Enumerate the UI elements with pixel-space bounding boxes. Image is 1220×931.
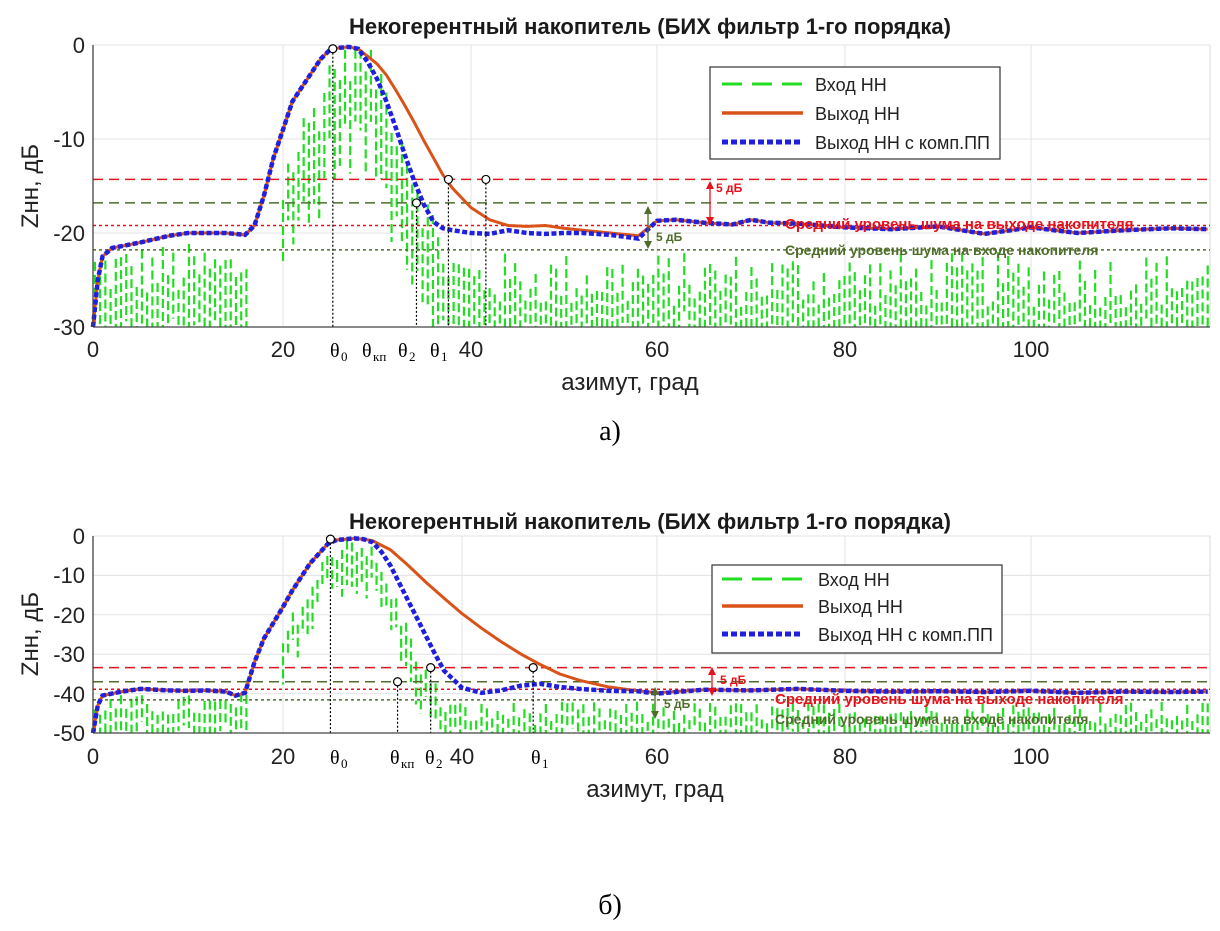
x-tick-label: 0 bbox=[87, 744, 99, 769]
input-noise-series bbox=[93, 49, 1209, 327]
svg-text:1: 1 bbox=[441, 349, 448, 364]
x-tick-label: 20 bbox=[271, 337, 295, 362]
theta-vertical-lines bbox=[329, 539, 534, 733]
x-axis-label: азимут, град bbox=[561, 369, 698, 396]
legend-entry: Выход НН bbox=[815, 104, 900, 124]
x-tick-label: 100 bbox=[1013, 744, 1050, 769]
svg-text:θ: θ bbox=[330, 747, 340, 769]
y-tick-label: 0 bbox=[73, 33, 85, 58]
x-tick-label: 60 bbox=[645, 337, 669, 362]
legend-entry: Выход НН bbox=[818, 597, 903, 617]
svg-text:2: 2 bbox=[436, 756, 443, 771]
theta-vertical-lines bbox=[332, 48, 487, 327]
x-tick-label: 60 bbox=[645, 744, 669, 769]
svg-text:кп: кп bbox=[373, 349, 386, 364]
svg-text:5 дБ: 5 дБ bbox=[716, 181, 743, 195]
x-tick-label: 0 bbox=[87, 337, 99, 362]
y-tick-label: -10 bbox=[53, 563, 85, 588]
x-tick-label: 80 bbox=[833, 744, 857, 769]
panel-label: б) bbox=[598, 890, 622, 921]
chart-title: Некогерентный накопитель (БИХ фильтр 1-г… bbox=[349, 509, 951, 534]
arrow-5db-red: 5 дБ bbox=[706, 181, 743, 225]
arrow-5db-red: 5 дБ bbox=[708, 667, 747, 696]
y-axis-label: Zнн, дБ bbox=[17, 592, 44, 676]
theta-marker bbox=[443, 174, 454, 185]
y-tick-label: -20 bbox=[53, 603, 85, 628]
x-tick-label: 100 bbox=[1013, 337, 1050, 362]
input-noise-series bbox=[93, 540, 1209, 733]
svg-text:0: 0 bbox=[341, 756, 348, 771]
svg-text:θ: θ bbox=[425, 747, 435, 769]
theta-marker bbox=[481, 174, 491, 185]
theta-marker bbox=[426, 662, 436, 673]
reference-lines bbox=[93, 666, 1210, 701]
theta-marker bbox=[528, 662, 538, 673]
legend-entry: Выход НН с комп.ПП bbox=[818, 625, 993, 645]
svg-text:0: 0 bbox=[341, 349, 348, 364]
legend-entry: Выход НН с комп.ПП bbox=[815, 133, 990, 153]
svg-text:θ: θ bbox=[362, 340, 372, 362]
annotation-input-noise: Средний уровень шума на входе накопителя bbox=[785, 242, 1098, 258]
y-axis-label: Zнн, дБ bbox=[17, 144, 44, 228]
theta-marker bbox=[325, 534, 336, 544]
y-tick-label: 0 bbox=[73, 524, 85, 549]
arrow-5db-olive: 5 дБ bbox=[651, 687, 691, 719]
annotation-input-noise: Средний уровень шума на входе накопителя bbox=[775, 711, 1088, 727]
annotation-output-noise: Средний уровень шума на выходе накопител… bbox=[775, 691, 1124, 708]
y-tick-label: -30 bbox=[53, 315, 85, 340]
svg-text:5 дБ: 5 дБ bbox=[656, 230, 683, 244]
output-series bbox=[90, 44, 1208, 328]
legend-entry: Вход НН bbox=[815, 75, 887, 95]
x-tick-label: 20 bbox=[271, 744, 295, 769]
svg-text:5 дБ: 5 дБ bbox=[720, 673, 747, 687]
series-output-comp bbox=[90, 536, 1208, 734]
svg-text:2: 2 bbox=[409, 349, 416, 364]
output-series bbox=[90, 536, 1208, 734]
svg-text:1: 1 bbox=[542, 756, 549, 771]
series-output-comp bbox=[90, 44, 1208, 328]
plot-area bbox=[92, 44, 1211, 328]
annotation-output-noise: Средний уровень шума на выходе накопител… bbox=[785, 216, 1134, 233]
arrow-5db-olive: 5 дБ bbox=[644, 206, 683, 249]
y-tick-label: -10 bbox=[53, 127, 85, 152]
y-tick-label: -30 bbox=[53, 642, 85, 667]
theta-marker bbox=[411, 198, 422, 208]
panel-b: Некогерентный накопитель (БИХ фильтр 1-г… bbox=[17, 509, 1211, 803]
svg-text:θ: θ bbox=[430, 340, 440, 362]
svg-text:θ: θ bbox=[390, 747, 400, 769]
theta-marker bbox=[392, 677, 403, 687]
y-tick-label: -50 bbox=[53, 721, 85, 746]
theta-kp-label: θ кп bbox=[390, 747, 414, 771]
x-tick-label: 40 bbox=[450, 744, 474, 769]
legend: Вход НН Выход НН Выход НН с комп.ПП bbox=[711, 564, 1003, 654]
theta-markers bbox=[328, 44, 491, 208]
legend-entry: Вход НН bbox=[818, 570, 890, 590]
svg-text:θ: θ bbox=[330, 340, 340, 362]
legend: Вход НН Выход НН Выход НН с комп.ПП bbox=[709, 66, 1001, 160]
x-axis-label: азимут, град bbox=[586, 776, 723, 803]
x-tick-label: 40 bbox=[459, 337, 483, 362]
y-tick-label: -20 bbox=[53, 221, 85, 246]
panel-a: Некогерентный накопитель (БИХ фильтр 1-г… bbox=[17, 14, 1211, 396]
theta-markers bbox=[325, 534, 538, 687]
x-tick-label: 80 bbox=[833, 337, 857, 362]
panel-label: a) bbox=[599, 416, 621, 447]
chart-title: Некогерентный накопитель (БИХ фильтр 1-г… bbox=[349, 14, 951, 39]
svg-text:θ: θ bbox=[398, 340, 408, 362]
theta-marker bbox=[328, 44, 338, 54]
svg-text:θ: θ bbox=[531, 747, 541, 769]
svg-text:кп: кп bbox=[401, 756, 414, 771]
theta-kp-label: θ кп bbox=[362, 340, 386, 364]
y-tick-label: -40 bbox=[53, 682, 85, 707]
svg-text:5 дБ: 5 дБ bbox=[664, 697, 691, 711]
